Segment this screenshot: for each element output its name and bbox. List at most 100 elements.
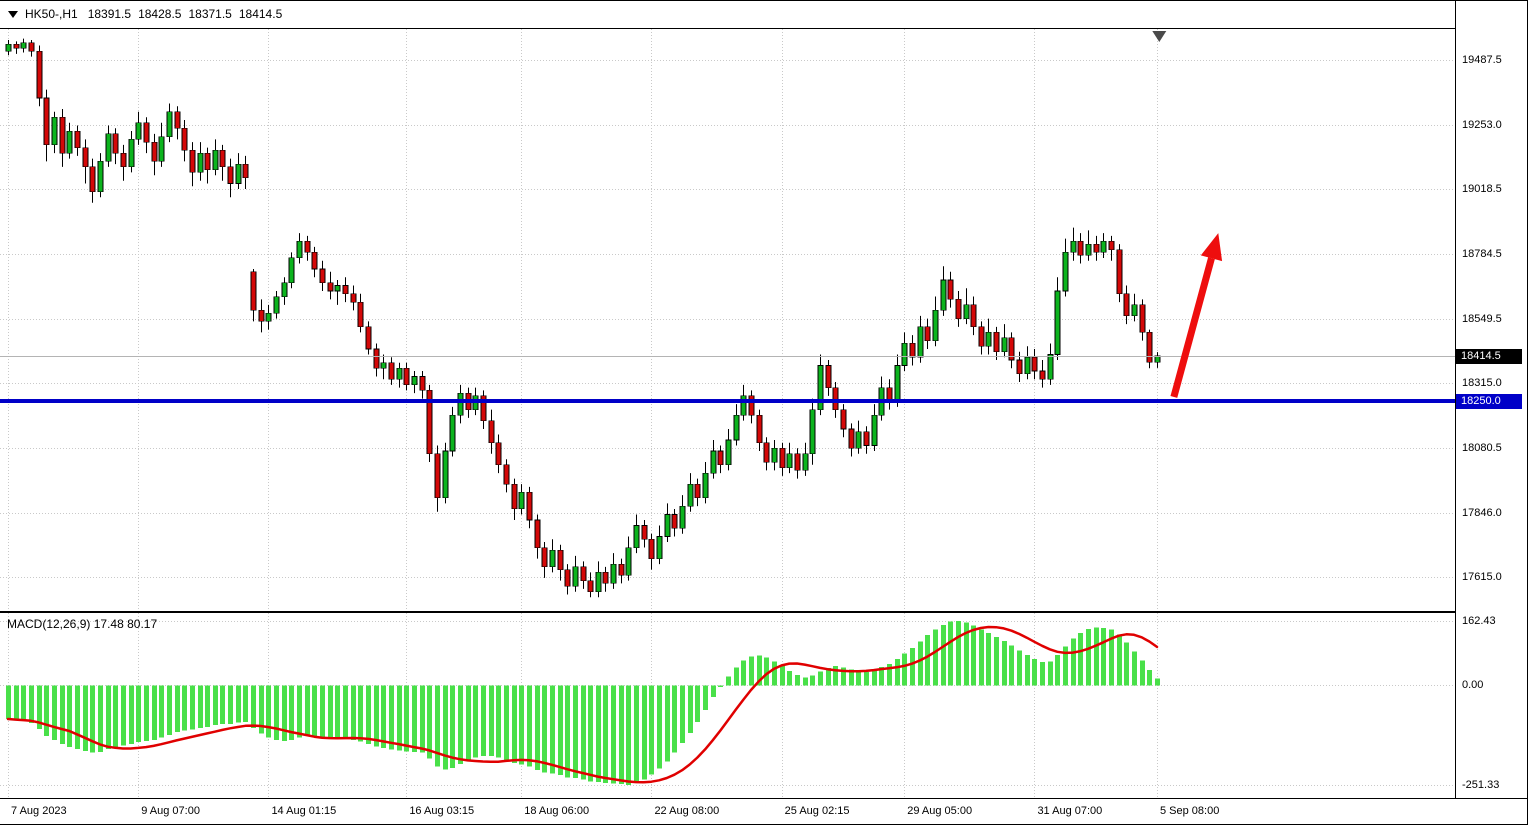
- macd-bar: [504, 685, 509, 760]
- macd-bar: [887, 663, 892, 686]
- bull-candle: [334, 285, 341, 292]
- bear-candle: [311, 252, 318, 270]
- bear-candle: [1008, 337, 1015, 361]
- time-axis-divider: [0, 798, 1528, 799]
- time-axis[interactable]: 7 Aug 2023 9 Aug 07:00 14 Aug 01:15 16 Aug …: [0, 799, 1455, 825]
- macd-bar: [994, 636, 999, 686]
- symbol-dropdown-icon[interactable]: [8, 10, 18, 18]
- bull-candle: [1062, 252, 1069, 292]
- macd-bar: [67, 685, 72, 747]
- macd-bar: [328, 685, 333, 739]
- macd-bar: [910, 647, 915, 686]
- macd-bar: [749, 656, 754, 686]
- bull-candle: [786, 453, 793, 468]
- macd-bar: [1086, 628, 1091, 686]
- bull-candle: [442, 450, 449, 499]
- price-chart-canvas[interactable]: [0, 29, 1455, 611]
- bull-candle: [656, 536, 663, 559]
- bear-candle: [1039, 370, 1046, 380]
- macd-bar: [925, 635, 930, 686]
- trend-arrow-head[interactable]: [1200, 233, 1223, 262]
- macd-bar: [519, 685, 524, 765]
- price-axis-label: 18784.5: [1462, 247, 1502, 260]
- bear-candle: [13, 43, 20, 49]
- bear-candle: [1123, 293, 1130, 317]
- macd-bar: [1002, 640, 1007, 686]
- bull-candle: [105, 133, 112, 162]
- bear-candle: [480, 395, 487, 421]
- header-divider: [0, 28, 1528, 29]
- macd-bar: [312, 685, 317, 737]
- macd-histogram: [6, 620, 1160, 786]
- bear-candle: [89, 166, 96, 193]
- macd-indicator-label: MACD(12,26,9) 17.48 80.17: [7, 617, 157, 631]
- bear-candle: [1146, 332, 1153, 363]
- time-axis-label: 31 Aug 07:00: [1037, 805, 1103, 817]
- bear-candle: [1077, 241, 1084, 256]
- macd-bar: [535, 685, 540, 770]
- bear-candle: [840, 409, 847, 430]
- chart-shift-marker[interactable]: [1152, 31, 1167, 42]
- bear-candle: [1108, 241, 1115, 250]
- price-axis-label: 19018.5: [1462, 183, 1502, 196]
- macd-value: 17.48: [93, 617, 124, 631]
- macd-bar: [1078, 632, 1083, 686]
- macd-bar: [98, 685, 103, 752]
- bull-candle: [871, 414, 878, 446]
- panel-separator[interactable]: [0, 611, 1528, 613]
- bear-candle: [564, 569, 571, 587]
- macd-bar: [1009, 645, 1014, 686]
- bear-candle: [219, 150, 226, 168]
- current-price-tag: 18414.5: [1456, 348, 1522, 364]
- macd-bar: [144, 685, 149, 741]
- bull-candle: [135, 122, 142, 140]
- macd-bar: [1025, 655, 1030, 686]
- macd-bar: [856, 670, 861, 686]
- macd-bar: [366, 685, 371, 745]
- macd-bar: [1155, 678, 1160, 686]
- bull-candle: [710, 450, 717, 474]
- bull-candle: [1001, 337, 1008, 353]
- macd-bar: [243, 685, 248, 722]
- bear-candle: [365, 326, 372, 350]
- bear-candle: [174, 111, 181, 129]
- bull-candle: [1024, 356, 1031, 375]
- trend-arrow-shaft[interactable]: [1170, 257, 1215, 398]
- bull-candle: [158, 136, 165, 162]
- macd-bar: [266, 685, 271, 738]
- bull-candle: [518, 492, 525, 510]
- bear-candle: [151, 141, 158, 162]
- ohlc-close: 18414.5: [238, 7, 283, 21]
- macd-bar: [358, 685, 363, 742]
- macd-bar: [489, 685, 494, 756]
- price-scale[interactable]: 19487.5 19253.0 19018.5 18784.5 18549.5 18315…: [1455, 0, 1528, 798]
- bull-candle: [20, 42, 27, 49]
- bear-candle: [763, 442, 770, 463]
- bear-candle: [426, 390, 433, 455]
- time-axis-label: 9 Aug 07:00: [141, 805, 200, 817]
- bear-candle: [434, 453, 441, 499]
- macd-bar: [1147, 670, 1152, 686]
- macd-axis-label: 162.43: [1462, 614, 1496, 627]
- macd-bar: [1063, 646, 1068, 686]
- bear-candle: [1093, 243, 1100, 253]
- bear-candle: [848, 428, 855, 449]
- time-axis-label: 7 Aug 2023: [11, 805, 67, 817]
- macd-canvas[interactable]: [0, 613, 1455, 798]
- macd-bar: [305, 685, 310, 737]
- macd-bar: [1132, 651, 1137, 686]
- macd-bar: [374, 685, 379, 747]
- macd-bar: [167, 685, 172, 735]
- macd-bar: [320, 685, 325, 737]
- macd-bar: [1117, 634, 1122, 686]
- macd-bar: [581, 685, 586, 780]
- macd-bar: [757, 655, 762, 686]
- time-axis-label: 22 Aug 08:00: [654, 805, 720, 817]
- macd-bar: [695, 685, 700, 722]
- macd-bar: [274, 685, 279, 741]
- bull-candle: [5, 43, 12, 52]
- ohlc-high: 18428.5: [138, 7, 182, 21]
- macd-bar: [236, 685, 241, 723]
- ohlc-open: 18391.5: [87, 7, 132, 21]
